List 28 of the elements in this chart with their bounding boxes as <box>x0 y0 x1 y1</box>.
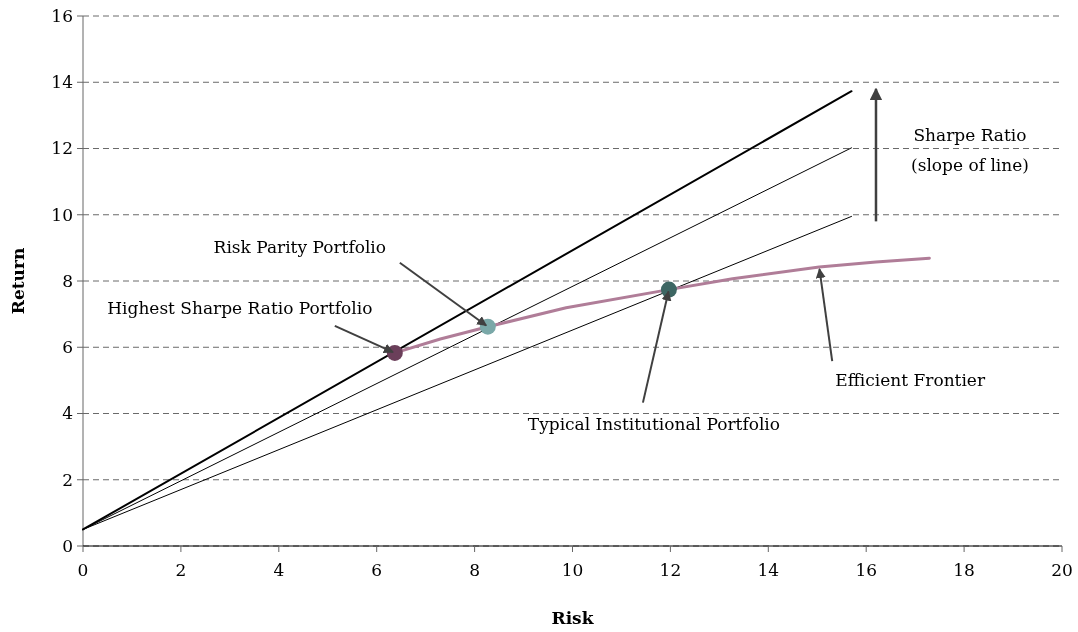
x-tick-label: 18 <box>953 560 975 580</box>
y-tick-label: 4 <box>62 403 73 424</box>
annotation: (slope of line) <box>911 155 1029 176</box>
y-tick-label: 14 <box>51 72 73 93</box>
y-tick-label: 10 <box>51 204 73 225</box>
y-tick-label: 8 <box>62 270 73 291</box>
x-tick-label: 0 <box>77 560 89 580</box>
y-axis-title: Return <box>8 247 28 315</box>
annotation: Sharpe Ratio <box>913 125 1027 146</box>
x-tick-label: 2 <box>175 560 187 580</box>
annotation: Typical Institutional Portfolio <box>527 413 781 434</box>
x-tick-label: 4 <box>273 560 285 580</box>
annotation: Risk Parity Portfolio <box>213 236 387 257</box>
x-tick-label: 10 <box>561 560 584 580</box>
y-tick-label: 16 <box>51 5 73 26</box>
y-tick-label: 0 <box>62 535 73 556</box>
x-tick-label: 20 <box>1051 560 1073 580</box>
x-tick-label: 8 <box>469 560 481 580</box>
y-tick-label: 6 <box>62 337 73 358</box>
y-tick-label: 12 <box>51 138 73 159</box>
y-tick-label: 2 <box>62 469 73 490</box>
annotation: Efficient Frontier <box>835 370 986 391</box>
x-tick-label: 14 <box>757 560 780 580</box>
x-tick-label: 12 <box>659 560 682 580</box>
x-axis-title: Risk <box>551 608 595 628</box>
annotation: Highest Sharpe Ratio Portfolio <box>107 297 373 318</box>
x-tick-label: 6 <box>371 560 383 580</box>
x-tick-label: 16 <box>855 560 878 580</box>
